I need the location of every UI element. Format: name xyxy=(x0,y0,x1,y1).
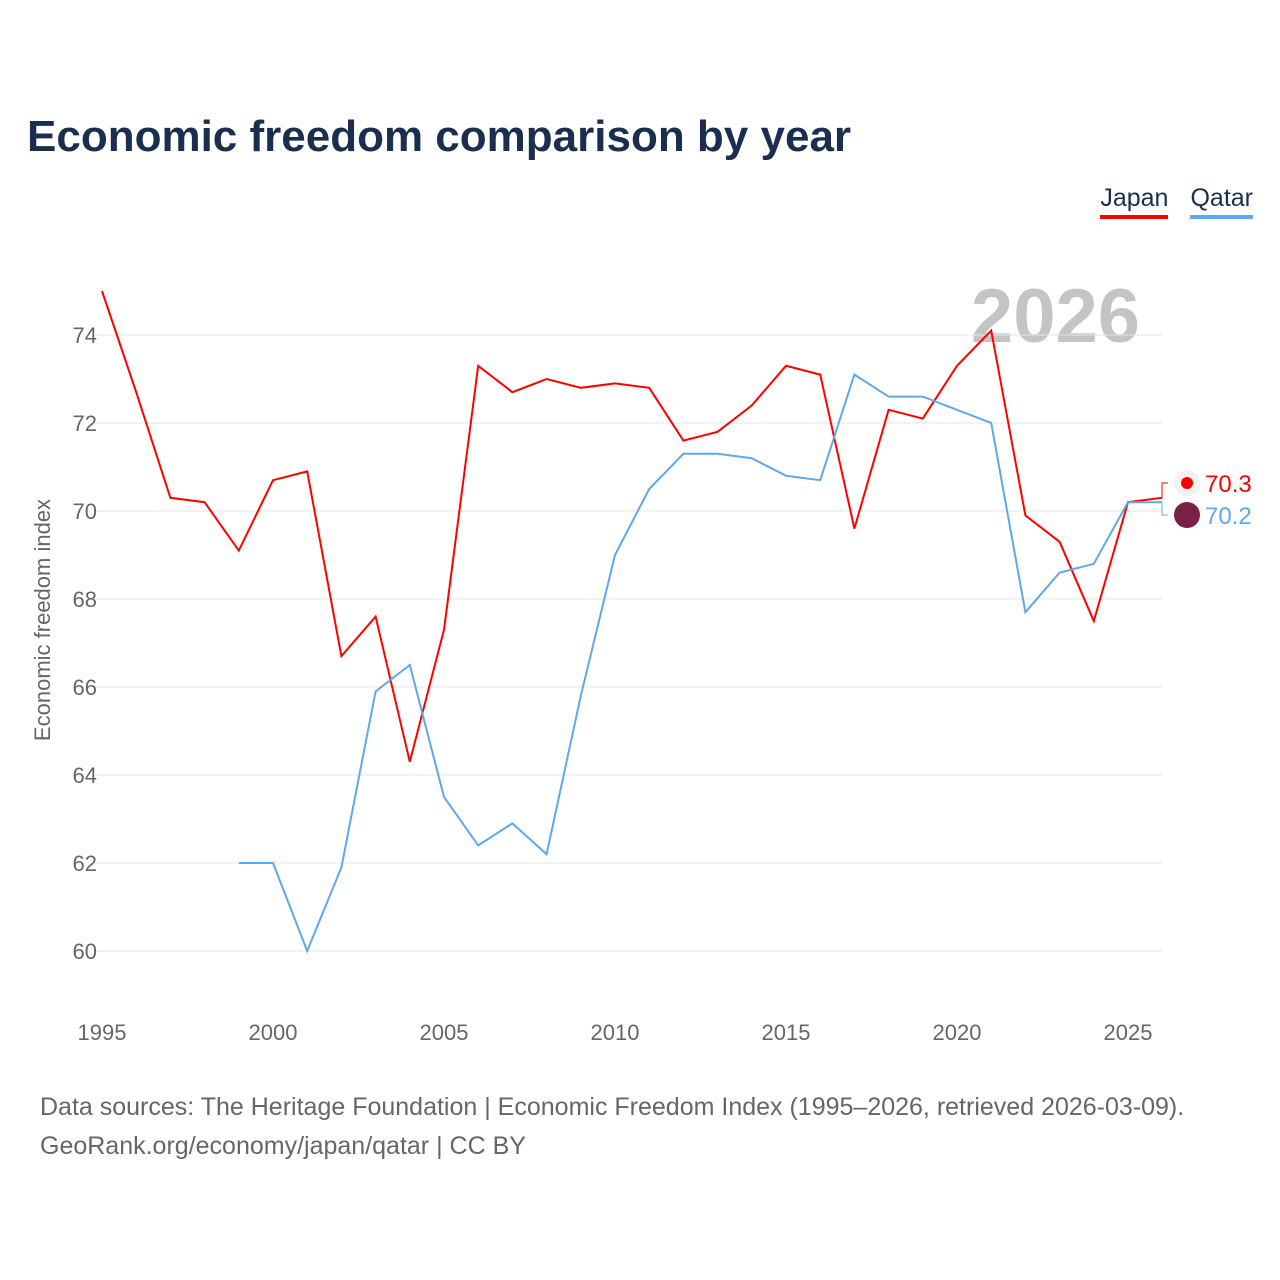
flag-japan-disc xyxy=(1181,477,1193,489)
legend-qatar[interactable]: Qatar xyxy=(1190,184,1253,219)
y-axis-label: Economic freedom index xyxy=(30,499,55,741)
end-value-label: 70.2 xyxy=(1205,503,1252,530)
x-tick-label: 1995 xyxy=(78,1020,127,1045)
y-tick-label: 66 xyxy=(73,675,97,700)
x-tick-label: 2025 xyxy=(1104,1020,1153,1045)
footer: Data sources: The Heritage Foundation | … xyxy=(40,1088,1184,1166)
y-tick-label: 60 xyxy=(73,939,97,964)
year-watermark: 2026 xyxy=(971,274,1140,359)
credit-line: GeoRank.org/economy/japan/qatar | CC BY xyxy=(40,1132,526,1160)
legend: Japan Qatar xyxy=(1100,184,1253,219)
end-value-label: 70.3 xyxy=(1205,471,1252,498)
y-tick-label: 62 xyxy=(73,851,97,876)
y-tick-label: 68 xyxy=(73,587,97,612)
y-tick-label: 74 xyxy=(73,323,97,348)
y-tick-label: 72 xyxy=(73,411,97,436)
source-line: Data sources: The Heritage Foundation | … xyxy=(40,1093,1185,1121)
end-connector xyxy=(1161,502,1168,516)
end-connector xyxy=(1161,482,1168,498)
y-tick-label: 70 xyxy=(73,499,97,524)
x-tick-label: 2015 xyxy=(762,1020,811,1045)
chart-title: Economic freedom comparison by year xyxy=(27,112,852,161)
legend-japan[interactable]: Japan xyxy=(1100,184,1169,219)
x-tick-label: 2005 xyxy=(420,1020,469,1045)
series-line-japan xyxy=(101,290,1163,763)
flag-qatar-icon xyxy=(1174,502,1200,528)
x-tick-label: 2000 xyxy=(249,1020,298,1045)
x-tick-label: 2010 xyxy=(591,1020,640,1045)
y-tick-label: 64 xyxy=(73,763,97,788)
x-tick-label: 2020 xyxy=(933,1020,982,1045)
series-line-qatar xyxy=(238,373,1163,954)
